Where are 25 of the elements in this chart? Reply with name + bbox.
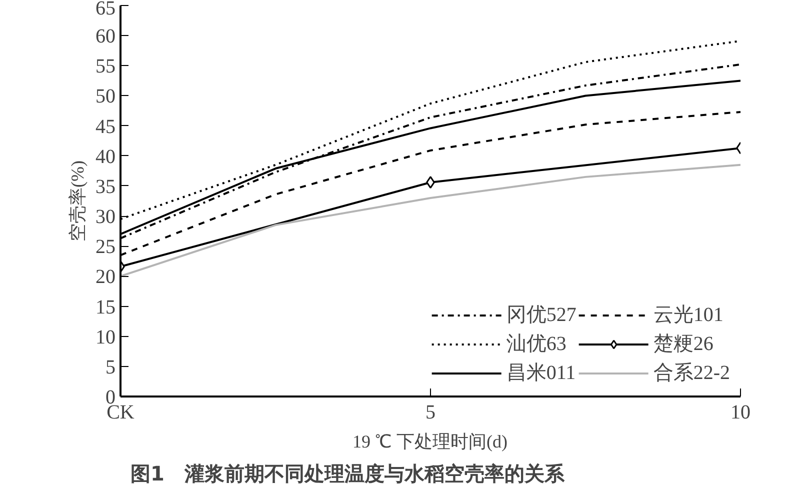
y-tick-label: 10 xyxy=(96,326,116,348)
y-tick-label: 5 xyxy=(106,356,116,378)
legend-label: 昌米011 xyxy=(506,361,576,386)
x-tick-label: 5 xyxy=(426,402,436,424)
legend-label: 汕优63 xyxy=(506,332,566,357)
y-tick-label: 25 xyxy=(96,236,116,258)
y-tick-label: 50 xyxy=(96,86,116,108)
y-tick-label: 55 xyxy=(96,56,116,78)
y-tick-label: 30 xyxy=(96,206,116,228)
y-tick-label: 60 xyxy=(96,26,116,48)
y-tick-label: 15 xyxy=(96,296,116,318)
y-axis-title: 空壳率(%) xyxy=(68,160,88,242)
y-tick-label: 35 xyxy=(96,176,116,198)
line-series xyxy=(120,164,740,278)
legend-label: 合系22-2 xyxy=(653,361,730,386)
legend-label: 楚粳26 xyxy=(653,332,714,357)
y-tick-label: 65 xyxy=(96,0,116,20)
y-tick-label: 45 xyxy=(96,116,116,138)
x-tick-label: 10 xyxy=(730,402,750,424)
y-tick-label: 20 xyxy=(96,266,116,288)
text: 图1 灌浆前期不同处理温度与水稻空壳率的关系 xyxy=(130,462,566,486)
y-tick-label: 40 xyxy=(96,146,116,168)
legend-label: 冈优527 xyxy=(506,303,576,328)
legend-label: 云光101 xyxy=(653,303,724,328)
x-axis-title: 19 ℃ 下处理时间(d) xyxy=(352,432,508,452)
